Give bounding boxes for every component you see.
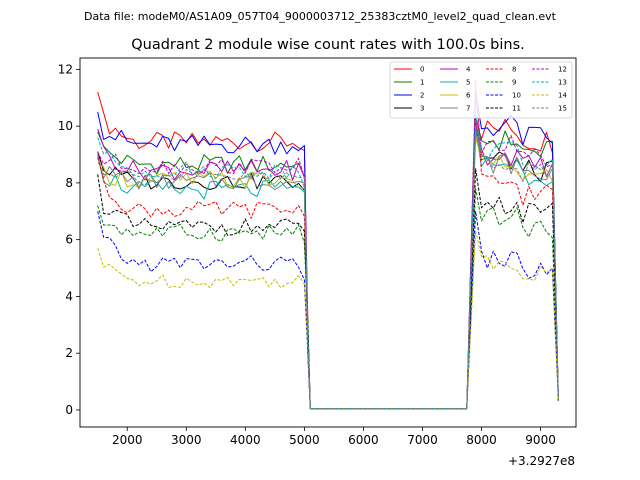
series-line-10	[97, 210, 559, 410]
legend-label-11: 11	[512, 105, 521, 113]
legend-label-2: 2	[420, 92, 424, 100]
x-offset-label: +3.2927e8	[508, 454, 575, 468]
legend-label-1: 1	[420, 79, 424, 87]
series-line-9	[97, 188, 559, 410]
legend-label-14: 14	[558, 92, 567, 100]
legend-label-8: 8	[512, 66, 516, 74]
series-line-6	[97, 137, 559, 410]
chart-title: Quadrant 2 module wise count rates with …	[131, 37, 525, 53]
legend-label-9: 9	[512, 79, 516, 87]
y-tick-label: 10	[58, 119, 73, 133]
series-line-8	[97, 80, 559, 410]
x-tick-label: 2000	[112, 433, 143, 447]
series-line-11	[97, 168, 559, 410]
x-tick-label: 4000	[230, 433, 261, 447]
y-tick-label: 2	[65, 346, 73, 360]
series-line-15	[97, 125, 559, 410]
x-tick-label: 9000	[525, 433, 556, 447]
data-file-label: Data file: modeM0/AS1A09_057T04_90000037…	[84, 10, 557, 23]
legend-label-5: 5	[466, 79, 470, 87]
legend-label-4: 4	[466, 66, 471, 74]
plot-frame	[79, 57, 577, 428]
legend-label-13: 13	[558, 79, 567, 87]
y-tick-label: 12	[58, 62, 73, 76]
x-tick-label: 6000	[348, 433, 379, 447]
y-tick-label: 6	[65, 233, 73, 247]
x-tick-label: 3000	[171, 433, 202, 447]
legend-label-7: 7	[466, 105, 470, 113]
series-line-1	[97, 117, 559, 410]
y-axis: 0 2 4 6 8 10 12	[58, 62, 80, 417]
series-line-7	[97, 131, 559, 410]
x-axis: 2000 3000 4000 5000 6000 7000 8000 9000	[112, 427, 556, 447]
series-line-14	[97, 230, 559, 410]
y-tick-label: 0	[65, 403, 73, 417]
legend-label-10: 10	[512, 92, 521, 100]
y-tick-label: 4	[65, 289, 73, 303]
legend-label-12: 12	[558, 66, 567, 74]
x-tick-label: 5000	[289, 433, 320, 447]
legend-label-6: 6	[466, 92, 471, 100]
y-tick-label: 8	[65, 176, 73, 190]
x-tick-label: 8000	[466, 433, 497, 447]
x-tick-label: 7000	[407, 433, 438, 447]
series-line-2	[97, 91, 559, 410]
series-layer	[97, 80, 559, 410]
series-line-12	[97, 88, 559, 410]
legend-label-15: 15	[558, 105, 567, 113]
legend-label-0: 0	[420, 66, 424, 74]
legend-label-3: 3	[420, 105, 424, 113]
legend-box	[389, 61, 573, 119]
